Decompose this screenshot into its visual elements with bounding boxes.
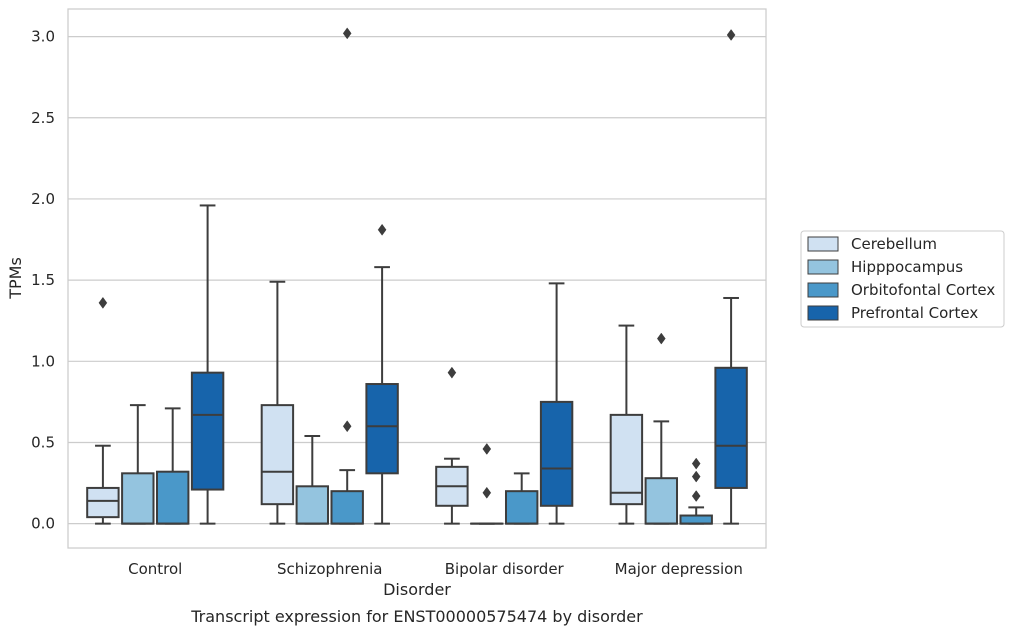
- legend: Cerebellum Hipppocampus Orbitofontal Corte…: [800, 230, 1005, 328]
- legend-swatch: [807, 282, 839, 298]
- box-prefrontal-cortex: [190, 204, 225, 525]
- outlier-point: [691, 470, 701, 483]
- outlier-point: [691, 457, 701, 470]
- y-tick-label: 3.0: [31, 28, 55, 46]
- legend-frame: [800, 230, 1005, 328]
- box-orbitofontal-cortex: [330, 27, 364, 525]
- box-hipppocampus: [121, 404, 155, 525]
- box-cerebellum: [609, 324, 644, 525]
- box-orbitofontal-cortex: [155, 407, 190, 525]
- y-axis-label: TPMs: [6, 257, 25, 300]
- gridlines: [68, 35, 766, 525]
- x-axis-label: Disorder: [383, 580, 451, 599]
- box-body: [679, 514, 713, 525]
- box-body: [714, 366, 748, 489]
- box-body: [330, 490, 364, 525]
- outlier-point: [691, 490, 701, 502]
- box-prefrontal-cortex: [539, 282, 574, 525]
- outlier-point: [342, 420, 352, 433]
- legend-label: Orbitofontal Cortex: [851, 281, 995, 299]
- box-cerebellum: [86, 296, 120, 525]
- legend-label: Cerebellum: [851, 235, 937, 253]
- box-hipppocampus: [470, 443, 504, 525]
- outlier-point: [447, 366, 457, 379]
- box-body: [121, 472, 155, 525]
- box-prefrontal-cortex: [714, 29, 748, 525]
- y-tick-label: 1.5: [31, 271, 55, 289]
- box-orbitofontal-cortex: [679, 457, 713, 525]
- x-tick-label: Major depression: [615, 560, 743, 578]
- y-tick-labels: 0.0 0.5 1.0 1.5 2.0 2.5 3.0: [31, 28, 55, 533]
- y-tick-label: 0.5: [31, 433, 55, 451]
- outlier-point: [656, 332, 666, 345]
- box-body: [260, 404, 295, 506]
- box-body: [609, 413, 644, 506]
- box-body: [504, 490, 539, 525]
- box-hipppocampus: [295, 434, 330, 525]
- box-body: [295, 485, 330, 525]
- box-orbitofontal-cortex: [504, 472, 539, 525]
- box-body: [539, 400, 574, 507]
- plot-frame: [67, 8, 767, 549]
- x-tick-label: Bipolar disorder: [445, 560, 565, 578]
- box-body: [86, 486, 120, 519]
- legend-swatch: [807, 259, 839, 275]
- outlier-point: [342, 27, 352, 40]
- outlier-point: [98, 296, 108, 309]
- legend-swatch: [807, 305, 839, 321]
- boxes: [86, 27, 748, 525]
- outlier-point: [726, 29, 736, 41]
- legend-swatch: [807, 236, 839, 252]
- box-body: [365, 383, 399, 475]
- x-tick-label: Control: [128, 560, 182, 578]
- outlier-point: [377, 223, 387, 236]
- x-tick-label: Schizophrenia: [277, 560, 382, 578]
- box-body: [155, 470, 190, 525]
- box-body: [190, 371, 225, 491]
- y-tick-label: 2.0: [31, 190, 55, 208]
- x-tick-labels: Control Schizophrenia Bipolar disorder Majo…: [128, 560, 743, 578]
- outlier-point: [482, 443, 492, 455]
- chart-caption: Transcript expression for ENST0000057547…: [190, 607, 643, 626]
- legend-label: Prefrontal Cortex: [851, 304, 978, 322]
- box-cerebellum: [260, 280, 295, 525]
- y-tick-label: 0.0: [31, 515, 55, 533]
- outlier-point: [482, 486, 492, 499]
- y-tick-label: 2.5: [31, 109, 55, 127]
- legend-label: Hipppocampus: [851, 258, 963, 276]
- box-prefrontal-cortex: [365, 223, 399, 525]
- box-hipppocampus: [644, 332, 679, 525]
- box-cerebellum: [435, 366, 469, 525]
- box-body: [644, 477, 679, 525]
- y-tick-label: 1.0: [31, 352, 55, 370]
